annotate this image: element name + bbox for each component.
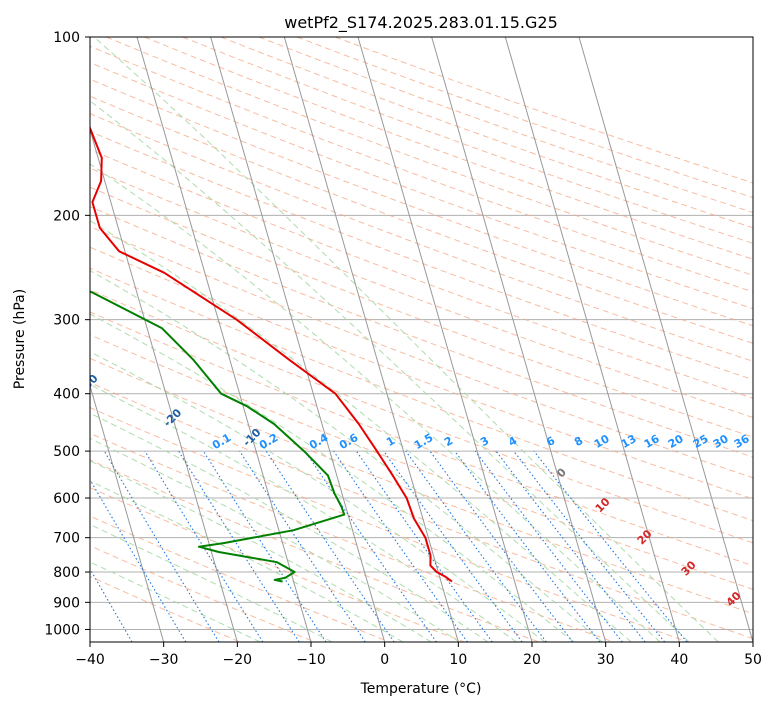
dry-adiabat — [258, 37, 753, 214]
mixing-ratio-line — [533, 450, 688, 642]
y-tick-label: 1000 — [44, 622, 80, 638]
mixing-ratio-line — [103, 450, 220, 642]
chart-title: wetPf2_S174.2025.283.01.15.G25 — [284, 13, 558, 33]
isotherm — [283, 37, 459, 642]
moist-adiabat — [90, 100, 690, 642]
isotherm — [210, 37, 386, 642]
mixing-ratio-line — [383, 450, 523, 642]
y-tick-label: 700 — [53, 531, 80, 547]
y-tick-label: 100 — [53, 30, 80, 46]
dry-adiabat — [90, 113, 753, 362]
profile-series — [90, 125, 453, 583]
mixing-ratio-line — [355, 450, 493, 642]
dry-adiabat — [90, 289, 753, 544]
mixing-ratio-line — [513, 450, 666, 642]
dry-adiabat — [90, 407, 689, 642]
y-tick-label: 200 — [53, 208, 80, 224]
moist-adiabat — [93, 37, 719, 642]
y-axis-label: Pressure (hPa) — [12, 289, 28, 389]
moist-adiabat — [90, 561, 261, 642]
dry-adiabat — [182, 37, 753, 244]
x-tick-label: 30 — [597, 652, 615, 668]
x-tick-label: −40 — [75, 652, 105, 668]
x-axis-label: Temperature (°C) — [360, 681, 482, 697]
dry-adiabat — [90, 246, 753, 500]
y-tick-label: 500 — [53, 444, 80, 460]
x-tick-label: 20 — [523, 652, 541, 668]
dry-adiabat — [296, 37, 753, 199]
moist-adiabat — [90, 220, 632, 642]
isotherm — [431, 37, 607, 642]
x-tick-label: −30 — [149, 652, 179, 668]
dewpoint-line — [90, 290, 346, 583]
mixing-ratio-line — [239, 450, 366, 642]
mixing-ratio-line — [202, 450, 327, 642]
dry-adiabat — [90, 149, 753, 399]
mixing-ratio-line — [405, 450, 547, 642]
mixing-ratio-line — [304, 450, 437, 642]
dry-adiabat — [90, 130, 753, 381]
dry-adiabat — [90, 311, 753, 567]
dry-adiabat — [90, 78, 753, 327]
plot-frame — [89, 36, 754, 643]
mixing-ratio-line — [265, 450, 395, 642]
isotherm — [90, 127, 238, 642]
y-tick-label: 600 — [53, 491, 80, 507]
isotherm — [578, 37, 753, 642]
mixing-ratio-line — [429, 450, 574, 642]
x-tick-label: −10 — [296, 652, 326, 668]
temperature-line — [90, 125, 453, 583]
mixing-ratio-line — [178, 450, 300, 642]
x-tick-label: −20 — [223, 652, 253, 668]
moist-adiabat — [90, 412, 489, 642]
dry-adiabat — [90, 357, 753, 615]
x-tick-label: 40 — [670, 652, 688, 668]
dry-adiabat — [106, 37, 753, 276]
isotherm-label: -30 — [77, 372, 100, 395]
dry-adiabat — [90, 45, 753, 293]
x-tick-label: 0 — [380, 652, 389, 668]
y-tick-label: 900 — [53, 595, 80, 611]
moist-adiabat — [90, 313, 574, 642]
isotherm — [504, 37, 680, 642]
dry-adiabat — [90, 61, 753, 310]
isotherm — [90, 384, 165, 642]
isotherm — [357, 37, 533, 642]
mixing-ratio-line — [144, 450, 264, 642]
moist-adiabat — [90, 437, 460, 642]
x-tick-label: 50 — [744, 652, 762, 668]
moist-adiabat — [90, 270, 603, 642]
y-tick-label: 800 — [53, 565, 80, 581]
y-tick-label: 300 — [53, 313, 80, 329]
moist-adiabat — [90, 460, 432, 642]
moist-adiabat — [90, 523, 333, 642]
x-tick-label: 10 — [449, 652, 467, 668]
moist-adiabat — [90, 480, 404, 642]
background-lines — [90, 37, 753, 642]
dry-adiabat — [90, 95, 753, 344]
axes: −40 −30 −20 −10 0 10 20 30 40 50 100 200 300 400 500 60… — [44, 30, 762, 668]
y-tick-label: 400 — [53, 387, 80, 403]
dry-adiabat — [90, 186, 753, 438]
isotherm — [136, 37, 312, 642]
mixing-ratio-line — [333, 450, 468, 642]
dry-adiabat — [90, 432, 614, 642]
